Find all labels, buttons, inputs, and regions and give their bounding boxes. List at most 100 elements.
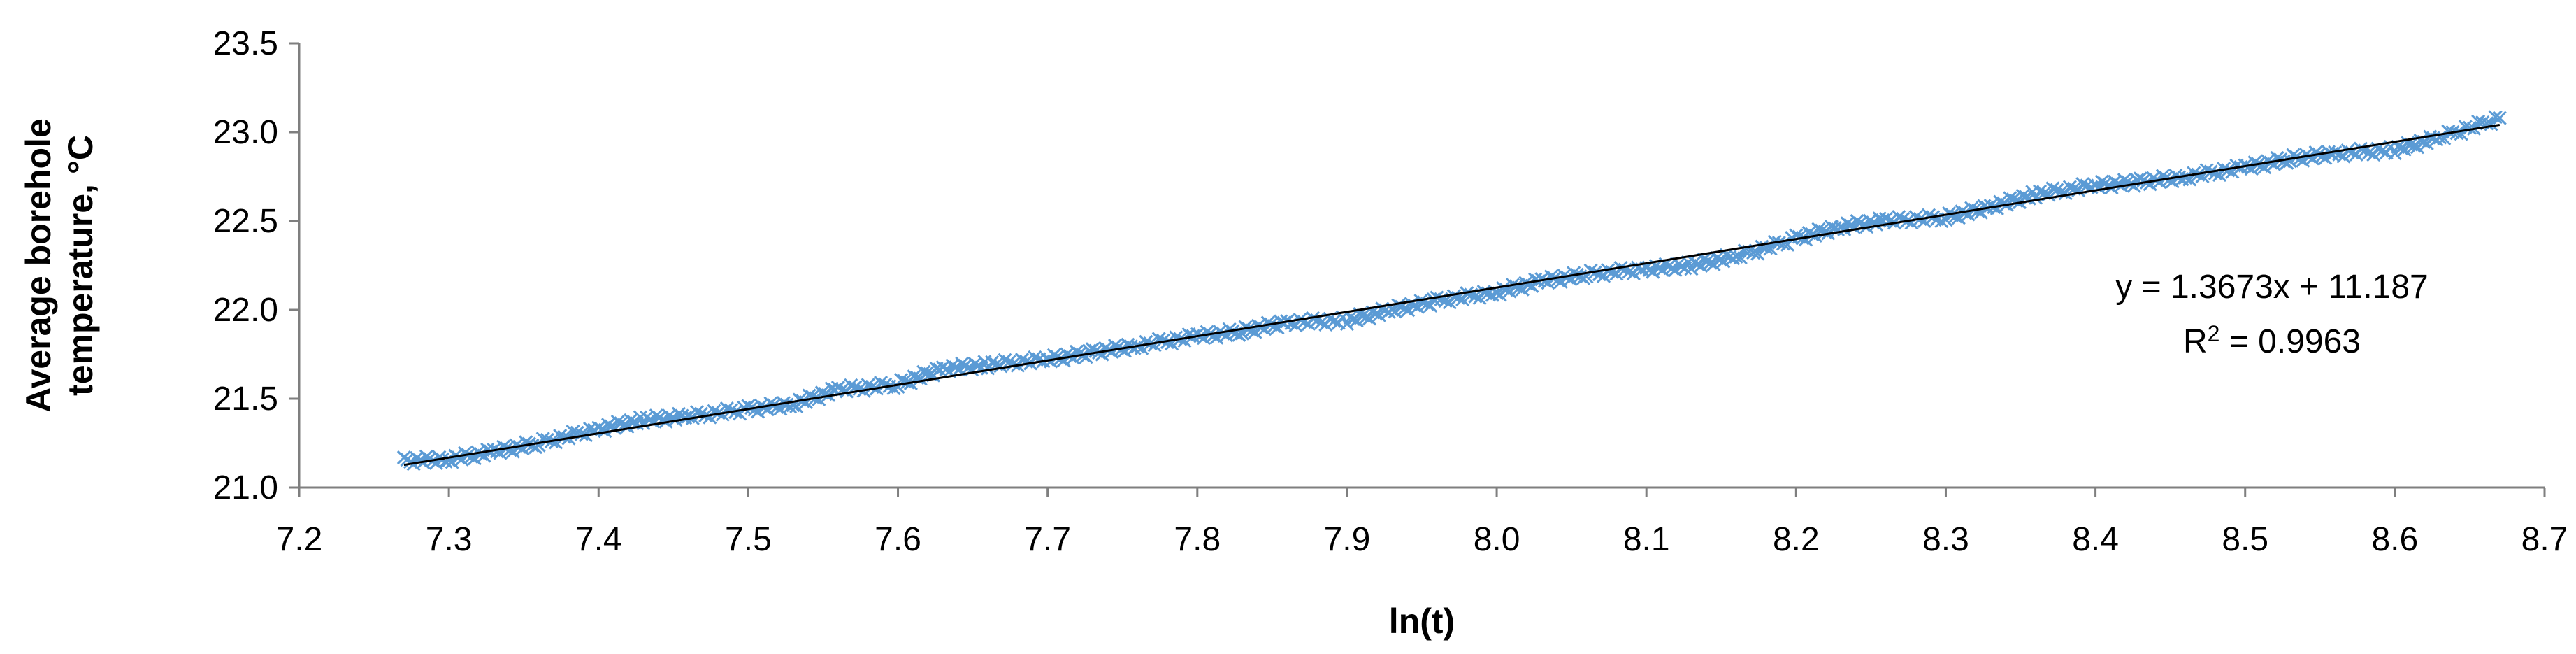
data-point-fill <box>1971 204 1985 218</box>
data-point-fill <box>1583 263 1598 278</box>
r-squared-text: R2 = 0.9963 <box>2183 321 2361 360</box>
y-tick-label: 21.0 <box>213 469 278 506</box>
data-point-fill <box>844 378 858 392</box>
data-point-fill <box>993 359 1008 374</box>
data-point-fill <box>1346 312 1361 327</box>
r-squared-symbol: R <box>2183 323 2208 360</box>
data-point-fill <box>1359 310 1374 325</box>
data-point-fill <box>1327 313 1341 328</box>
x-axis-ticks: 7.2 7.3 7.4 7.5 7.6 7.7 7.8 7.9 8.0 8.1 8.2 8.3 8.4 8… <box>276 488 2568 558</box>
data-point <box>980 361 995 376</box>
data-point-fill <box>2349 147 2363 162</box>
data-point-fill <box>2221 163 2236 178</box>
data-point-fill <box>2441 124 2456 138</box>
data-point-fill <box>1722 249 1737 264</box>
x-axis-title: ln(t) <box>1389 602 1455 641</box>
data-point-fill <box>549 435 563 450</box>
data-point-fill <box>557 429 572 444</box>
data-point-fill <box>503 443 517 457</box>
data-point-fill <box>1626 266 1641 281</box>
data-point-fill <box>1169 330 1183 345</box>
data-point <box>2178 171 2193 185</box>
y-axis-title-line-1: Average borehole <box>19 118 58 413</box>
data-point-fill <box>2375 143 2389 158</box>
data-point <box>2028 190 2043 205</box>
data-point-fill <box>865 379 879 394</box>
x-tick-label: 7.3 <box>426 521 473 558</box>
data-point-fill <box>1521 277 1537 292</box>
data-point-fill <box>2462 120 2477 135</box>
data-point-fill <box>1177 333 1192 348</box>
data-point-fill <box>1147 338 1162 353</box>
data-point-fill <box>489 444 505 459</box>
data-point-fill <box>840 384 854 399</box>
data-point-fill <box>1472 290 1487 306</box>
y-tick-label: 22.0 <box>213 292 278 329</box>
data-point-fill <box>998 353 1012 367</box>
y-axis-title-line-2: temperature, °C <box>61 135 100 396</box>
data-point-fill <box>1476 285 1491 299</box>
x-tick-label: 8.4 <box>2072 521 2119 558</box>
data-point-fill <box>703 410 717 425</box>
data-point <box>830 381 845 395</box>
data-point-fill <box>2366 147 2381 162</box>
data-point-fill <box>1446 289 1461 304</box>
data-point-fill <box>1957 206 1973 220</box>
data-point-fill <box>1156 333 1170 348</box>
data-point-fill <box>2075 177 2090 192</box>
trendline-equation: y = 1.3673x + 11.187 R2 = 0.9963 <box>2115 269 2428 360</box>
data-point-fill <box>1006 357 1021 371</box>
data-point-fill <box>2353 141 2368 156</box>
y-tick-label: 23.5 <box>213 25 278 62</box>
data-point-fill <box>540 432 554 448</box>
y-axis-ticks: 21.0 21.5 22.0 22.5 23.0 23.5 <box>213 25 299 506</box>
data-point-fill <box>1733 250 1748 265</box>
x-tick-label: 7.8 <box>1174 521 1221 558</box>
data-point <box>531 438 546 453</box>
x-tick-label: 7.7 <box>1024 521 1071 558</box>
x-tick-label: 8.0 <box>1474 521 1520 558</box>
data-point-fill <box>2208 166 2222 180</box>
data-point-fill <box>1746 246 1761 260</box>
data-point <box>2492 111 2507 125</box>
y-axis-title: Average borehole temperature, °C <box>19 118 100 413</box>
x-tick-label: 7.6 <box>875 521 921 558</box>
data-point-fill <box>852 382 867 397</box>
data-point-fill <box>1274 314 1288 329</box>
plot-area: 21.0 21.5 22.0 22.5 23.0 23.5 7.2 7.3 7.4 7.5 7.6… <box>213 25 2568 558</box>
y-tick-label: 21.5 <box>213 381 278 418</box>
x-tick-label: 8.5 <box>2222 521 2268 558</box>
data-point-fill <box>2449 126 2464 141</box>
data-point-fill <box>525 438 540 453</box>
data-point-fill <box>1755 239 1769 254</box>
data-point-fill <box>1019 354 1034 369</box>
data-point-fill <box>1314 315 1329 329</box>
data-point-fill <box>2484 117 2498 131</box>
data-point-fill <box>2336 149 2351 164</box>
x-tick-label: 8.1 <box>1623 521 1670 558</box>
data-point-fill <box>2062 180 2077 194</box>
data-point-fill <box>1284 316 1299 331</box>
data-point-fill <box>1921 208 1936 222</box>
data-point-fill <box>574 427 589 441</box>
data-point-fill <box>1267 318 1281 334</box>
data-point-fill <box>2050 183 2064 197</box>
data-point-fill <box>2058 186 2073 201</box>
x-tick-label: 7.9 <box>1324 521 1371 558</box>
data-point-fill <box>2045 181 2060 196</box>
data-series <box>396 110 2507 471</box>
data-point-fill <box>2276 154 2291 169</box>
data-point-fill <box>2241 159 2256 174</box>
data-point-fill <box>1750 246 1765 261</box>
data-point-fill <box>878 377 893 392</box>
data-point-fill <box>1690 257 1705 271</box>
data-point-fill <box>1442 295 1457 310</box>
data-point-fill <box>985 355 1000 370</box>
data-point-fill <box>2362 145 2377 160</box>
data-point <box>1729 249 1743 264</box>
x-tick-label: 7.5 <box>725 521 772 558</box>
x-tick-label: 8.3 <box>1922 521 1969 558</box>
x-tick-label: 8.6 <box>2371 521 2418 558</box>
data-point-fill <box>2187 166 2201 180</box>
x-tick-label: 7.4 <box>575 521 622 558</box>
